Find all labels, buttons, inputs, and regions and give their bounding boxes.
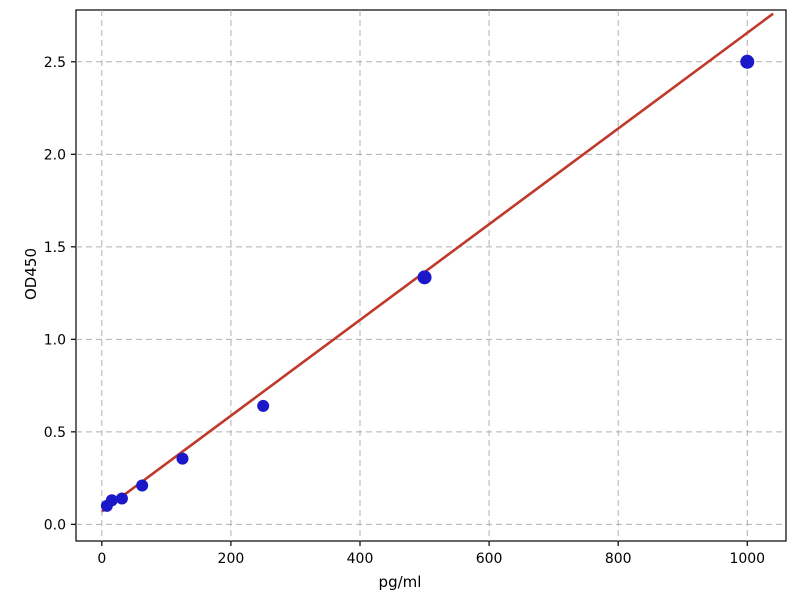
fit-line bbox=[101, 12, 774, 513]
y-axis-label: OD450 bbox=[22, 248, 40, 300]
data-point bbox=[105, 494, 118, 507]
y-tick-label: 1.5 bbox=[44, 240, 66, 256]
x-tick-labels: 0 200 400 600 800 1000 bbox=[97, 551, 765, 567]
x-axis-label: pg/ml bbox=[378, 573, 422, 591]
data-point bbox=[136, 479, 149, 492]
axis-ticks bbox=[71, 61, 748, 546]
data-points bbox=[100, 54, 755, 512]
data-point bbox=[257, 399, 270, 412]
y-tick-label: 0.5 bbox=[44, 425, 66, 441]
data-point bbox=[115, 492, 128, 505]
data-point bbox=[417, 270, 432, 285]
x-tick-label: 1000 bbox=[729, 551, 765, 567]
gridlines bbox=[76, 10, 786, 541]
y-tick-labels: 0.0 0.5 1.0 1.5 2.0 2.5 bbox=[44, 55, 66, 534]
y-tick-label: 2.0 bbox=[44, 147, 66, 163]
y-tick-label: 0.0 bbox=[44, 517, 66, 533]
x-tick-label: 400 bbox=[347, 551, 374, 567]
y-tick-label: 1.0 bbox=[44, 332, 66, 348]
x-tick-label: 0 bbox=[97, 551, 106, 567]
x-tick-label: 800 bbox=[605, 551, 632, 567]
data-point bbox=[740, 54, 755, 69]
y-tick-label: 2.5 bbox=[44, 55, 66, 71]
data-point bbox=[176, 452, 189, 465]
x-tick-label: 200 bbox=[218, 551, 245, 567]
x-tick-label: 600 bbox=[476, 551, 503, 567]
